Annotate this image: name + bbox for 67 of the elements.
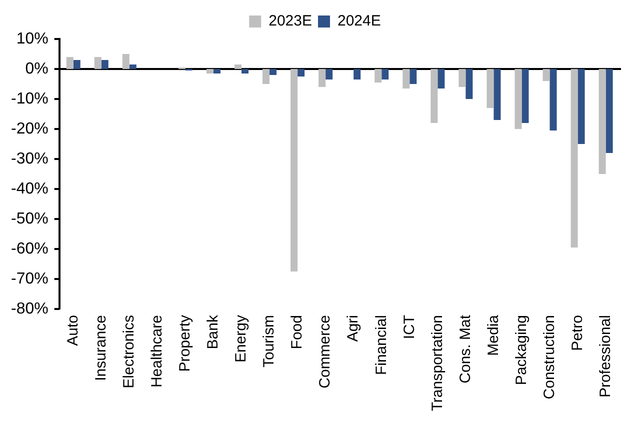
bar [122, 54, 130, 69]
bar [486, 69, 494, 108]
x-tick-label: Energy [232, 314, 250, 363]
x-tick-label: Cons. Mat [456, 314, 474, 384]
bar [458, 69, 466, 87]
x-tick-label: Tourism [260, 315, 278, 368]
bar [402, 69, 410, 88]
y-tick-label: 10% [16, 30, 48, 48]
x-tick-label: ICT [400, 315, 418, 340]
bar [270, 69, 277, 75]
x-tick-label: Bank [204, 314, 222, 350]
x-tick-label: Construction [540, 315, 558, 400]
x-tick-label: Food [288, 315, 306, 350]
bar [206, 69, 214, 74]
bar [374, 69, 382, 82]
x-tick-label: Transportation [428, 315, 446, 412]
bar [94, 57, 102, 69]
bar [410, 69, 417, 84]
y-tick-label: -10% [10, 90, 48, 108]
bar [494, 69, 501, 120]
x-tick-label: Professional [596, 315, 614, 398]
y-tick-label: 0% [25, 60, 48, 78]
x-tick-label: Electronics [120, 315, 138, 388]
bar [326, 69, 333, 80]
x-tick-label: Financial [372, 315, 390, 376]
bar [73, 60, 80, 69]
x-tick-label: Property [176, 314, 194, 372]
bar [598, 69, 606, 174]
x-tick-label: Petro [568, 315, 586, 351]
x-tick-label: Media [484, 314, 502, 356]
legend-label: 2023E [268, 12, 312, 30]
x-tick-label: Healthcare [148, 315, 166, 388]
x-tick-label: Commerce [316, 315, 334, 388]
bar [262, 69, 270, 84]
x-tick-label: Auto [64, 315, 82, 346]
y-tick-label: -20% [10, 120, 48, 138]
bar [298, 69, 305, 76]
y-tick-label: -80% [10, 300, 48, 318]
bar [101, 60, 108, 69]
x-tick-label: Packaging [512, 315, 530, 386]
bar [550, 69, 557, 130]
bar [438, 69, 445, 88]
y-tick-label: -50% [10, 210, 48, 228]
bar [234, 64, 242, 69]
bar [318, 69, 326, 87]
bar [382, 69, 389, 80]
bar [466, 69, 473, 99]
legend-label: 2024E [338, 12, 381, 30]
x-tick-label: Agri [344, 315, 362, 342]
y-tick-label: -30% [10, 150, 48, 168]
x-tick-label: Insurance [92, 315, 110, 381]
bar [213, 69, 220, 74]
bar [522, 69, 529, 123]
y-tick-label: -60% [10, 240, 48, 258]
bar [578, 69, 585, 144]
bar [129, 64, 136, 69]
bar [606, 69, 613, 153]
bar [542, 69, 550, 81]
bar [66, 57, 74, 69]
y-tick-label: -40% [10, 180, 48, 198]
bar [430, 69, 438, 123]
bar [290, 69, 298, 272]
bar [354, 69, 361, 80]
bar [570, 69, 578, 248]
bar [242, 69, 249, 74]
y-tick-label: -70% [10, 270, 48, 288]
bar [514, 69, 522, 129]
